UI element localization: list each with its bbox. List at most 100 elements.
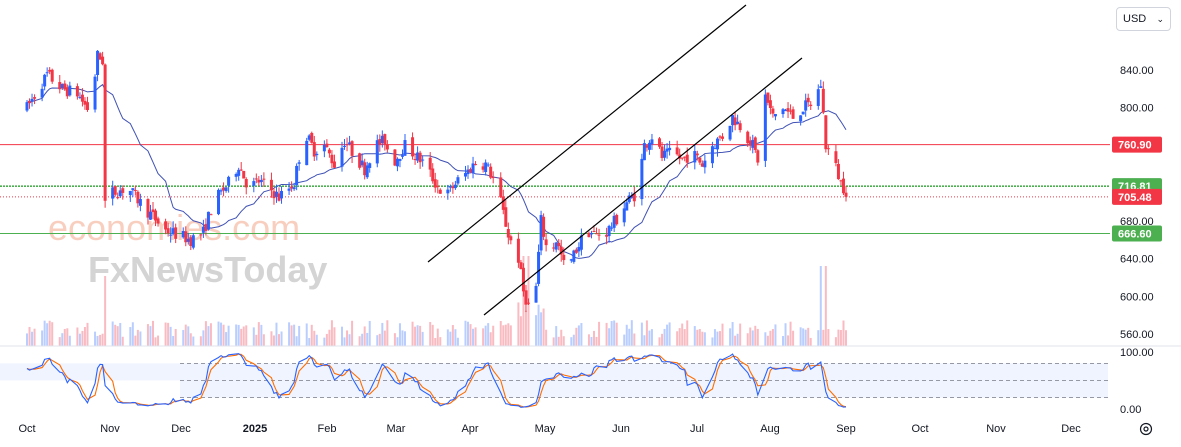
candle	[237, 167, 241, 181]
candle	[181, 227, 185, 239]
candle	[224, 186, 228, 193]
volume-bar	[663, 328, 666, 346]
price-tick-label: 640.00	[1120, 254, 1154, 266]
candle	[579, 228, 583, 256]
currency-selector[interactable]: USD ⌄	[1116, 7, 1171, 31]
candle	[809, 101, 813, 111]
candle	[368, 162, 372, 173]
volume-bar	[572, 334, 575, 346]
volume-bar	[756, 328, 759, 346]
volume-bar	[789, 321, 792, 346]
candle	[453, 180, 457, 190]
volume-bar	[398, 323, 401, 346]
volume-bar	[131, 322, 134, 346]
settings-button[interactable]	[1136, 419, 1156, 439]
candle	[325, 139, 329, 148]
candle	[665, 143, 669, 159]
volume-bar	[827, 329, 830, 346]
volume-bar	[560, 329, 563, 346]
volume-bar	[368, 320, 371, 346]
volume-bar	[169, 326, 172, 346]
candle	[786, 102, 790, 119]
candle	[48, 67, 52, 75]
candle	[710, 141, 714, 168]
candle	[433, 172, 437, 193]
candle	[310, 131, 314, 144]
volume-bar	[524, 310, 527, 346]
volume-bar	[658, 337, 661, 346]
candle	[713, 145, 717, 150]
candle	[113, 185, 117, 197]
candle	[718, 135, 722, 141]
volume-bar	[837, 329, 840, 346]
candle	[650, 133, 654, 150]
candle	[771, 105, 775, 118]
candle	[675, 140, 679, 156]
candle	[340, 141, 344, 172]
volume-bar	[610, 321, 613, 346]
candle	[277, 187, 281, 202]
volume-bar	[26, 333, 28, 346]
time-tick-label: Jul	[690, 423, 704, 435]
candle	[574, 247, 578, 254]
volume-bar	[608, 328, 611, 346]
candle	[589, 230, 593, 239]
candle	[398, 158, 402, 168]
candle	[360, 153, 364, 168]
candle	[350, 140, 354, 164]
candle	[766, 92, 770, 106]
volume-bar	[172, 335, 175, 346]
volume-bar	[114, 324, 117, 346]
candle	[257, 176, 261, 187]
volume-bar	[711, 337, 714, 346]
candle	[486, 162, 490, 168]
candle	[174, 223, 178, 244]
volume-bar	[499, 321, 502, 346]
candle	[169, 227, 173, 243]
volume-bar	[746, 333, 749, 346]
volume-bar	[272, 335, 275, 346]
candle	[721, 133, 725, 142]
candle	[393, 149, 397, 167]
candle	[358, 152, 362, 170]
candle	[307, 134, 311, 142]
volume-bar	[552, 337, 555, 346]
volume-bar	[535, 315, 538, 346]
volume-bar	[809, 337, 812, 346]
candle	[297, 159, 301, 171]
candle	[773, 113, 777, 121]
volume-bar	[99, 334, 102, 346]
volume-bar	[668, 322, 671, 346]
volume-bar	[343, 337, 346, 346]
volume-bar	[119, 322, 122, 346]
candle	[30, 93, 34, 107]
volume-bar	[207, 326, 210, 346]
candle	[622, 200, 626, 227]
volume-bar	[764, 332, 767, 346]
candle	[448, 184, 452, 192]
candle	[438, 188, 442, 194]
volume-bar	[310, 324, 313, 346]
candle	[164, 218, 168, 235]
volume-bar	[358, 336, 361, 346]
volume-bar	[278, 334, 280, 346]
volume-bar	[149, 326, 152, 346]
volume-bar	[593, 330, 595, 346]
volume-bar	[41, 330, 44, 346]
candle	[78, 92, 82, 100]
volume-bar	[713, 329, 716, 346]
candle	[383, 133, 387, 151]
volume-bar	[615, 322, 618, 346]
candle	[642, 139, 646, 161]
volume-bar	[542, 308, 545, 346]
volume-bar	[270, 331, 273, 346]
candle	[184, 226, 188, 247]
volume-bar	[729, 328, 732, 346]
volume-bar	[139, 331, 142, 346]
candle	[292, 182, 296, 191]
candle	[801, 111, 805, 115]
volume-bar	[257, 322, 260, 346]
candle	[209, 213, 213, 216]
volume-bar	[235, 324, 238, 346]
